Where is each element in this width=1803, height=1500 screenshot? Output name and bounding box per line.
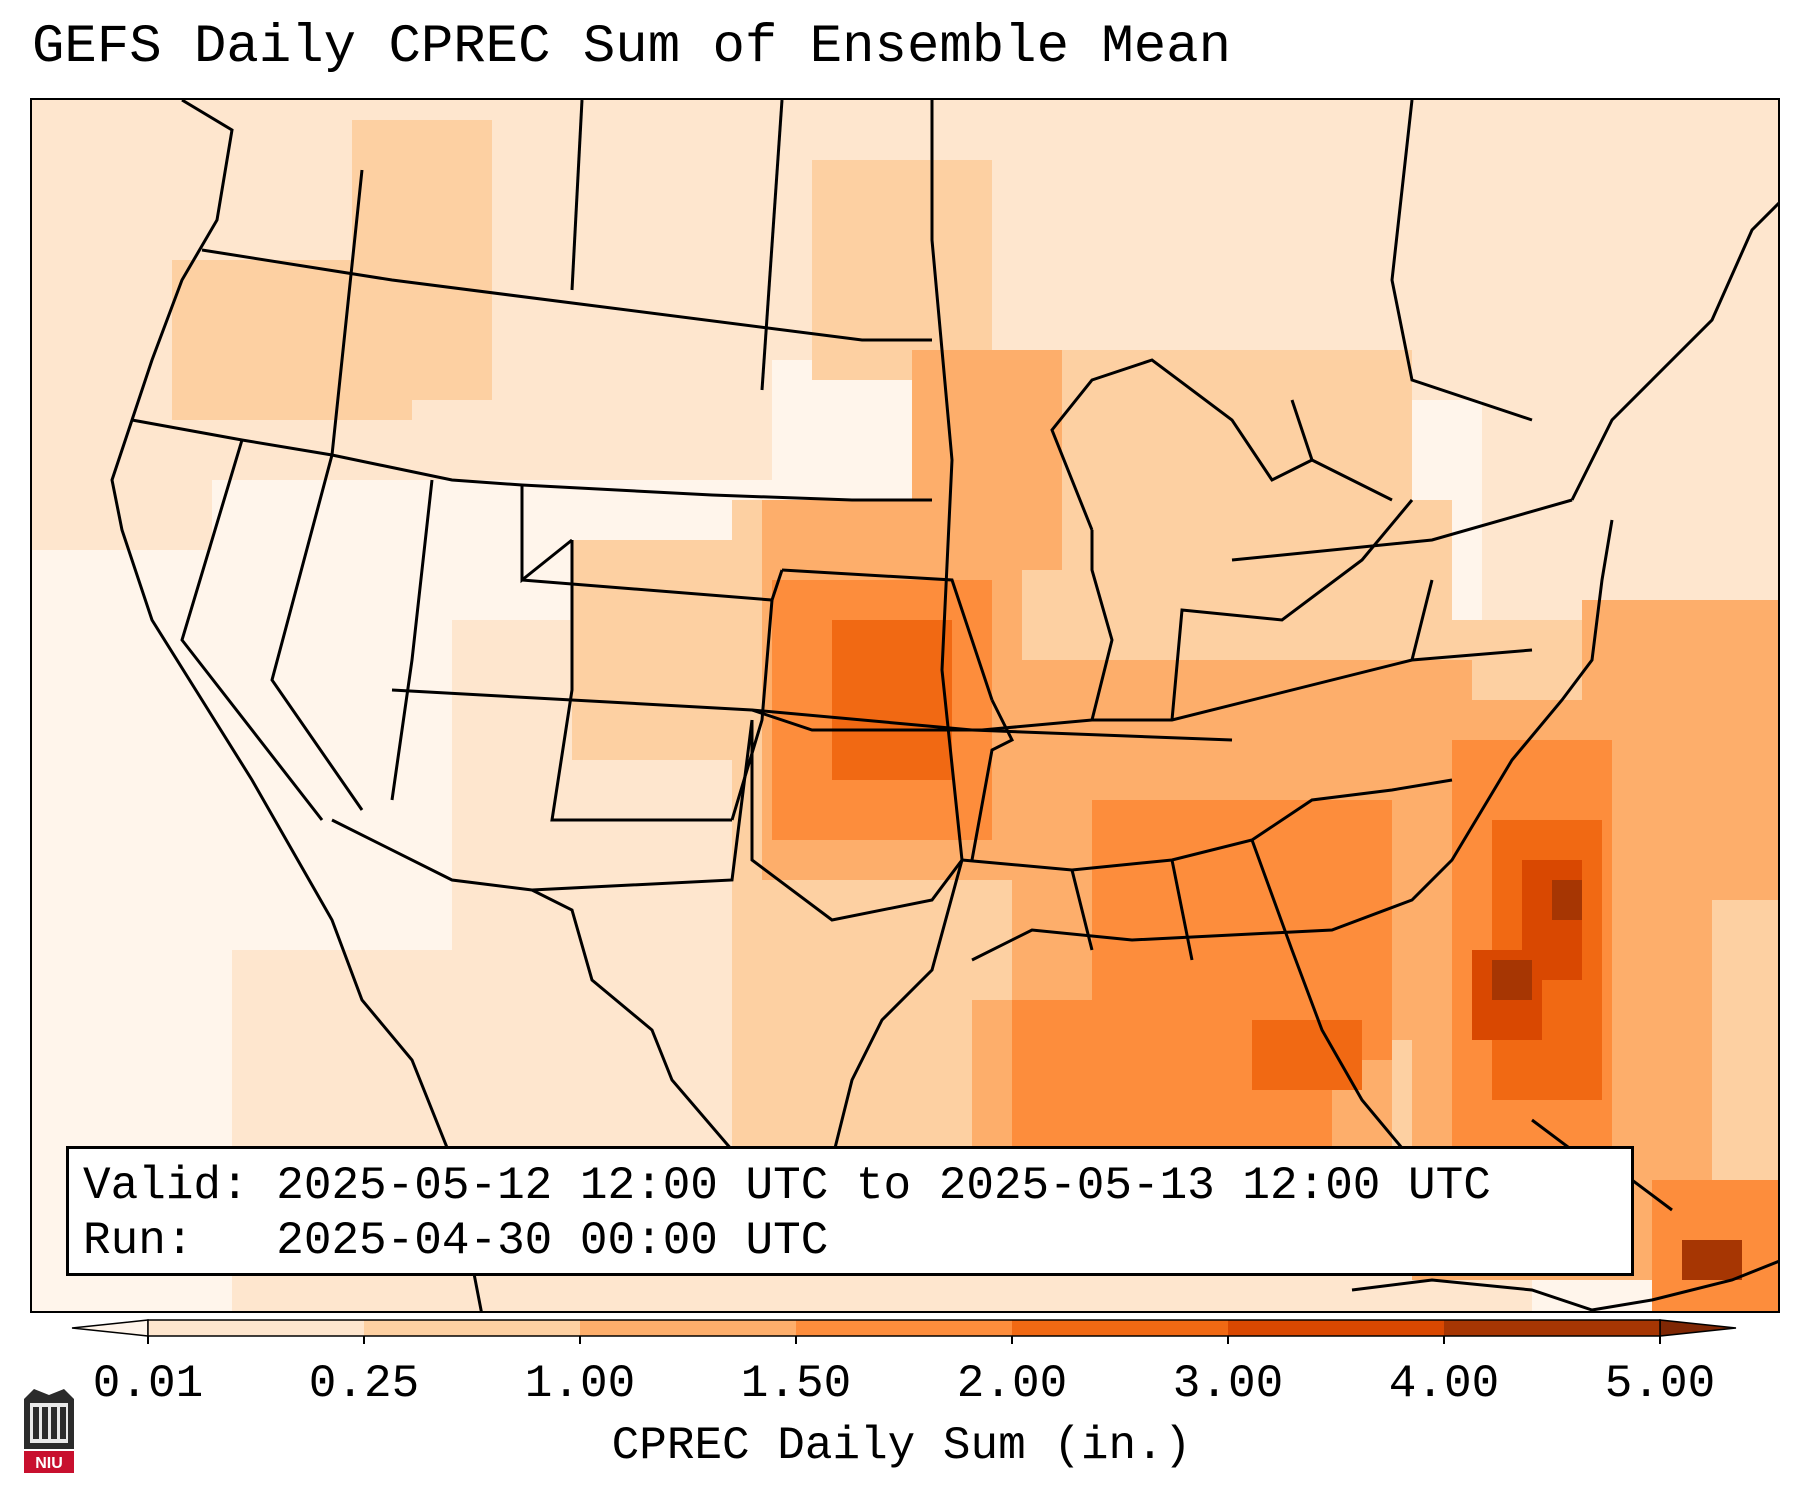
colorbar-under-extension <box>71 1319 149 1337</box>
colorbar-tick-label: 3.00 <box>1172 1358 1284 1410</box>
precipitation-map <box>30 98 1780 1313</box>
colorbar-segments <box>71 1319 1737 1337</box>
colorbar-title: CPREC Daily Sum (in.) <box>611 1420 1192 1472</box>
colorbar-tick-label: 2.00 <box>956 1358 1068 1410</box>
colorbar-segment <box>1012 1320 1228 1336</box>
colorbar-ticks <box>147 1336 1661 1344</box>
run-time-text: Run: 2025-04-30 00:00 UTC <box>83 1215 829 1267</box>
niu-logo: NIU <box>24 1389 74 1473</box>
validity-info-box: Valid: 2025-05-12 12:00 UTC to 2025-05-1… <box>66 1146 1634 1276</box>
colorbar-tick-label: 5.00 <box>1604 1358 1716 1410</box>
colorbar-segment <box>148 1320 364 1336</box>
valid-time-text: Valid: 2025-05-12 12:00 UTC to 2025-05-1… <box>83 1160 1491 1212</box>
colorbar-tick-label: 1.00 <box>524 1358 636 1410</box>
map-title: GEFS Daily CPREC Sum of Ensemble Mean <box>32 17 1231 78</box>
colorbar-segment <box>796 1320 1012 1336</box>
colorbar <box>71 1319 1737 1344</box>
svg-text:NIU: NIU <box>35 1455 63 1472</box>
colorbar-segment <box>364 1320 580 1336</box>
colorbar-segment <box>1444 1320 1660 1336</box>
colorbar-tick-label: 0.25 <box>308 1358 420 1410</box>
map-canvas <box>32 100 1778 1311</box>
colorbar-outline <box>147 1319 1661 1337</box>
colorbar-over-extension <box>1659 1319 1737 1337</box>
colorbar-segment <box>580 1320 796 1336</box>
colorbar-segment <box>1228 1320 1444 1336</box>
colorbar-tick-label: 1.50 <box>740 1358 852 1410</box>
colorbar-tick-label: 4.00 <box>1388 1358 1500 1410</box>
state-boundaries <box>110 100 1778 1311</box>
colorbar-tick-label: 0.01 <box>92 1358 204 1410</box>
